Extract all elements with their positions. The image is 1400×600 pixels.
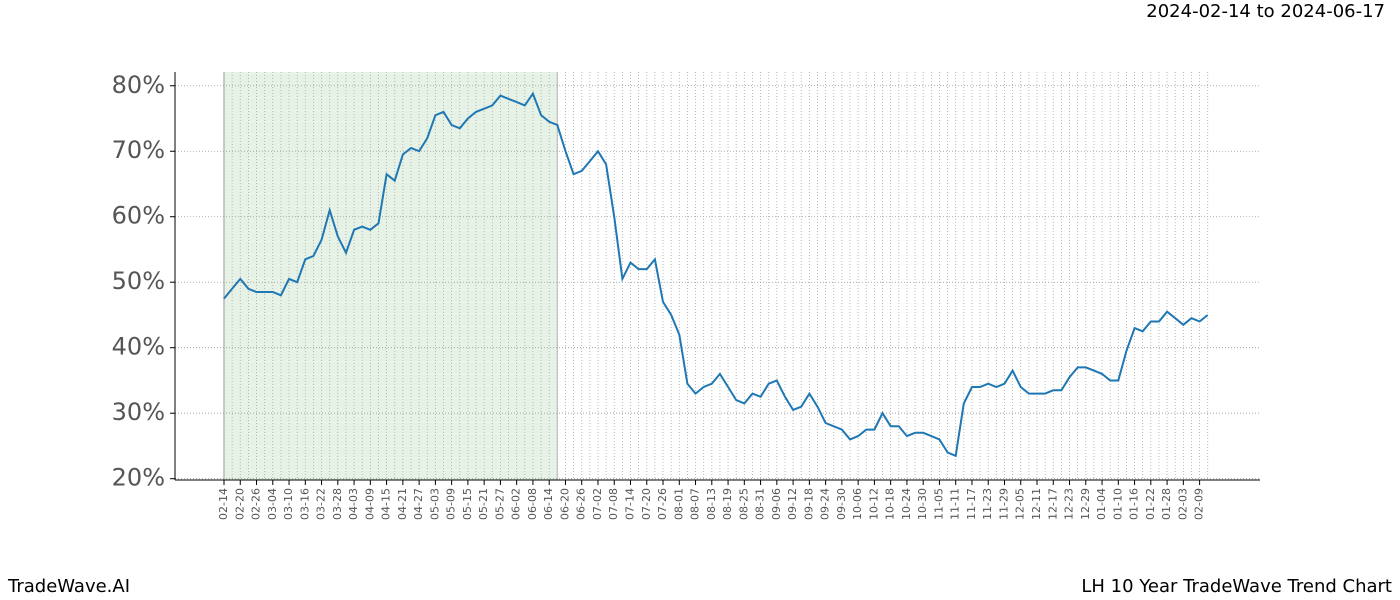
- x-tick-label: 03-28: [331, 488, 344, 520]
- x-tick-label: 02-26: [250, 488, 263, 520]
- x-tick-label: 07-08: [607, 488, 620, 520]
- x-tick-label: 08-19: [721, 488, 734, 520]
- y-tick-label: 40%: [112, 333, 165, 361]
- x-tick-label: 09-30: [835, 488, 848, 520]
- x-tick-label: 05-27: [493, 488, 506, 520]
- x-tick-label: 08-01: [672, 488, 685, 520]
- x-tick-label: 04-15: [380, 488, 393, 520]
- x-tick-label: 07-20: [640, 488, 653, 520]
- highlight-region: [224, 72, 558, 480]
- x-tick-label: 04-09: [363, 488, 376, 520]
- x-tick-label: 02-09: [1193, 488, 1206, 520]
- x-tick-label: 04-21: [396, 488, 409, 520]
- x-tick-label: 06-08: [526, 488, 539, 520]
- trend-line: [223, 91, 1209, 458]
- x-tick-label: 07-02: [591, 488, 604, 520]
- y-tick-label: 60%: [112, 202, 165, 230]
- y-tick-label: 20%: [112, 464, 165, 492]
- x-tick-label: 10-30: [916, 488, 929, 520]
- x-tick-label: 05-03: [428, 488, 441, 520]
- x-tick-label: 06-20: [558, 488, 571, 520]
- y-tick-label: 80%: [112, 71, 165, 99]
- x-tick-label: 05-09: [445, 488, 458, 520]
- x-tick-label: 12-05: [1014, 488, 1027, 520]
- y-tick-label: 50%: [112, 267, 165, 295]
- x-tick-label: 09-18: [802, 488, 815, 520]
- y-tick-label: 30%: [112, 398, 165, 426]
- x-tick-label: 10-18: [884, 488, 897, 520]
- x-tick-label: 01-16: [1128, 488, 1141, 520]
- x-tick-label: 05-21: [477, 488, 490, 520]
- x-tick-label: 01-28: [1160, 488, 1173, 520]
- x-tick-label: 11-23: [981, 488, 994, 520]
- x-tick-label: 07-26: [656, 488, 669, 520]
- x-tick-label: 08-25: [737, 488, 750, 520]
- x-tick-label: 10-24: [900, 488, 913, 520]
- x-tick-label: 03-16: [298, 488, 311, 520]
- x-tick-label: 11-05: [932, 488, 945, 520]
- x-tick-label: 09-24: [819, 488, 832, 520]
- x-tick-label: 02-14: [217, 488, 230, 520]
- x-tick-label: 10-12: [867, 488, 880, 520]
- x-tick-label: 07-14: [624, 488, 637, 520]
- x-tick-label: 05-15: [461, 488, 474, 520]
- x-tick-label: 12-11: [1030, 488, 1043, 520]
- x-tick-label: 12-17: [1046, 488, 1059, 520]
- x-tick-label: 09-12: [786, 488, 799, 520]
- x-tick-label: 01-04: [1095, 488, 1108, 520]
- x-tick-label: 12-29: [1079, 488, 1092, 520]
- footer-right: LH 10 Year TradeWave Trend Chart: [1081, 576, 1392, 597]
- x-tick-label: 06-26: [575, 488, 588, 520]
- x-tick-label: 10-06: [851, 488, 864, 520]
- x-tick-label: 01-22: [1144, 488, 1157, 520]
- y-tick-label: 70%: [112, 136, 165, 164]
- x-tick-label: 04-27: [412, 488, 425, 520]
- x-tick-label: 09-06: [770, 488, 783, 520]
- x-tick-label: 11-11: [949, 488, 962, 520]
- x-tick-label: 03-22: [315, 488, 328, 520]
- x-tick-label: 01-10: [1111, 488, 1124, 520]
- x-tick-label: 02-20: [233, 488, 246, 520]
- x-tick-label: 12-23: [1063, 488, 1076, 520]
- x-tick-label: 11-17: [965, 488, 978, 520]
- x-tick-label: 06-02: [510, 488, 523, 520]
- x-tick-label: 03-10: [282, 488, 295, 520]
- x-tick-label: 02-03: [1176, 488, 1189, 520]
- x-tick-label: 03-04: [266, 488, 279, 520]
- x-tick-label: 08-31: [754, 488, 767, 520]
- x-tick-label: 04-03: [347, 488, 360, 520]
- x-tick-label: 11-29: [997, 488, 1010, 520]
- footer-left: TradeWave.AI: [7, 576, 130, 597]
- x-tick-label: 08-07: [689, 488, 702, 520]
- x-tick-label: 06-14: [542, 488, 555, 520]
- date-range: 2024-02-14 to 2024-06-17: [1146, 1, 1385, 22]
- x-tick-label: 08-13: [705, 488, 718, 520]
